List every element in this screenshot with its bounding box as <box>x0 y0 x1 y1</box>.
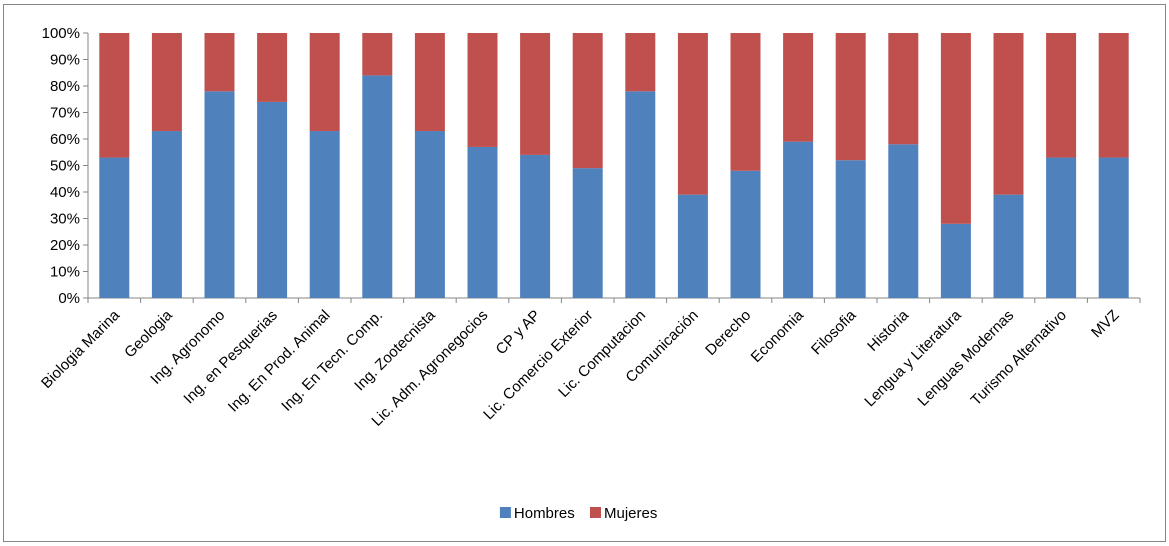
bar-mujeres-14 <box>835 33 866 161</box>
bar-mujeres-17 <box>993 33 1024 195</box>
legend-swatch-hombres <box>499 507 511 518</box>
bar-hombres-14 <box>835 160 866 298</box>
bar-mujeres-15 <box>888 33 919 145</box>
x-tick-label: Ing. en Pesquerias <box>180 307 280 407</box>
bar-mujeres-6 <box>414 33 445 132</box>
y-tick-label: 90% <box>50 52 80 69</box>
bar-hombres-18 <box>1046 157 1077 298</box>
bar-hombres-1 <box>151 131 182 298</box>
bar-hombres-15 <box>888 144 919 298</box>
x-tick-label: Lengua y Literatura <box>861 306 965 410</box>
y-tick-labels: 0% 10% 20% 30% 40% 50% 60% 70% 80% 90% 100% <box>42 25 80 307</box>
y-tick-label: 80% <box>50 78 80 95</box>
bar-mujeres-1 <box>151 33 182 132</box>
bar-hombres-0 <box>99 157 130 298</box>
bar-mujeres-13 <box>783 33 814 142</box>
y-tick-label: 100% <box>42 25 80 42</box>
bar-mujeres-5 <box>362 33 393 76</box>
bar-hombres-13 <box>783 141 814 298</box>
bar-hombres-6 <box>414 131 445 298</box>
bar-mujeres-9 <box>572 33 603 169</box>
bar-mujeres-19 <box>1098 33 1129 158</box>
y-tick-label: 10% <box>50 264 80 281</box>
x-tick-label: Turismo Alternativo <box>968 307 1070 409</box>
legend-swatch-mujeres <box>590 507 601 518</box>
bar-hombres-8 <box>520 154 551 298</box>
bar-mujeres-12 <box>730 33 761 171</box>
bar-mujeres-8 <box>520 33 551 155</box>
bar-hombres-2 <box>204 91 235 298</box>
y-tick-label: 70% <box>50 105 80 122</box>
bar-hombres-5 <box>362 75 393 299</box>
x-tick-label: Biologia Marina <box>38 306 124 392</box>
bar-mujeres-3 <box>257 33 288 102</box>
y-tick-label: 0% <box>58 290 80 307</box>
y-tick-label: 30% <box>50 211 80 228</box>
bar-hombres-12 <box>730 170 761 298</box>
y-tick-label: 50% <box>50 158 80 175</box>
x-tick-label: MVZ <box>1088 307 1122 341</box>
legend: Hombres Mujeres <box>499 505 657 522</box>
y-tick-label: 20% <box>50 237 80 254</box>
y-tick-label: 40% <box>50 184 80 201</box>
x-tick-label: Derecho <box>702 307 754 359</box>
bar-hombres-16 <box>940 223 971 298</box>
bar-hombres-11 <box>677 194 708 298</box>
bar-hombres-10 <box>625 91 656 298</box>
x-tick-label: Ing. En Prod. Animal <box>225 307 334 416</box>
y-tick-label: 60% <box>50 131 80 148</box>
bar-mujeres-16 <box>940 33 971 224</box>
bar-mujeres-7 <box>467 33 498 147</box>
x-tick-label: Lenguas Modernas <box>914 307 1017 410</box>
bars <box>99 33 1129 299</box>
legend-label-hombres: Hombres <box>514 505 575 522</box>
x-tick-label: Historia <box>864 306 912 354</box>
bar-hombres-4 <box>309 131 340 298</box>
bar-mujeres-0 <box>99 33 130 158</box>
x-tick-label: Filosofia <box>808 306 860 358</box>
bar-hombres-7 <box>467 146 498 298</box>
legend-label-mujeres: Mujeres <box>604 505 657 522</box>
bar-hombres-9 <box>572 168 603 298</box>
bar-mujeres-18 <box>1046 33 1077 158</box>
bar-hombres-17 <box>993 194 1024 298</box>
x-tick-label: Ing. En Tecn. Comp. <box>278 307 386 415</box>
bar-mujeres-10 <box>625 33 656 92</box>
x-tick-label: Geologia <box>121 306 176 361</box>
x-tick-label: Economia <box>748 306 808 366</box>
bar-hombres-3 <box>257 101 288 299</box>
bar-mujeres-11 <box>677 33 708 195</box>
bar-mujeres-4 <box>309 33 340 132</box>
x-tick-label: CP y AP <box>493 307 544 358</box>
axes <box>83 32 1141 303</box>
bar-mujeres-2 <box>204 33 235 92</box>
bar-hombres-19 <box>1098 157 1129 298</box>
